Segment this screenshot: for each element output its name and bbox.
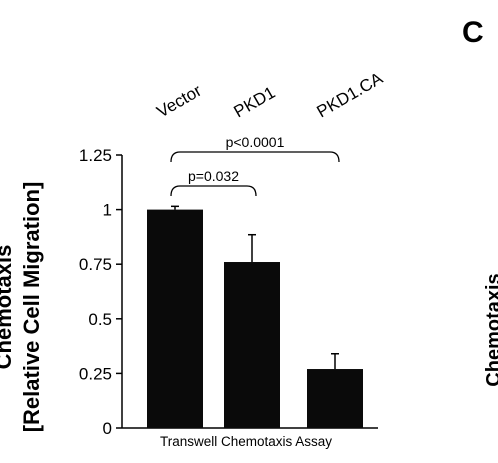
bar-pkd1 [224,262,280,428]
neighbor-panel-axis-label: Chemotaxis [483,273,498,386]
y-tick-label: 0.75 [79,255,112,274]
category-label: PKD1.CA [314,68,387,121]
bar-vector [147,209,203,428]
y-tick-label: 1.25 [79,146,112,165]
y-tick-label: 0.5 [88,310,112,329]
p-value-label: p<0.0001 [226,134,285,150]
significance-bracket [170,185,257,197]
category-label: PKD1 [231,83,279,122]
bar-pkd1-ca [307,369,363,428]
panel-label: C [462,16,484,49]
x-axis-label: Transwell Chemotaxis Assay [160,434,332,449]
y-axis-label-line1: Chemotaxis [0,245,16,370]
y-tick-label: 1 [103,201,112,220]
category-label: Vector [154,81,206,122]
p-value-label: p=0.032 [188,168,239,184]
y-axis-label-line2: [Relative Cell Migration] [19,182,44,433]
y-tick-label: 0 [103,419,112,438]
significance-bracket [170,151,340,163]
y-tick-label: 0.25 [79,364,112,383]
